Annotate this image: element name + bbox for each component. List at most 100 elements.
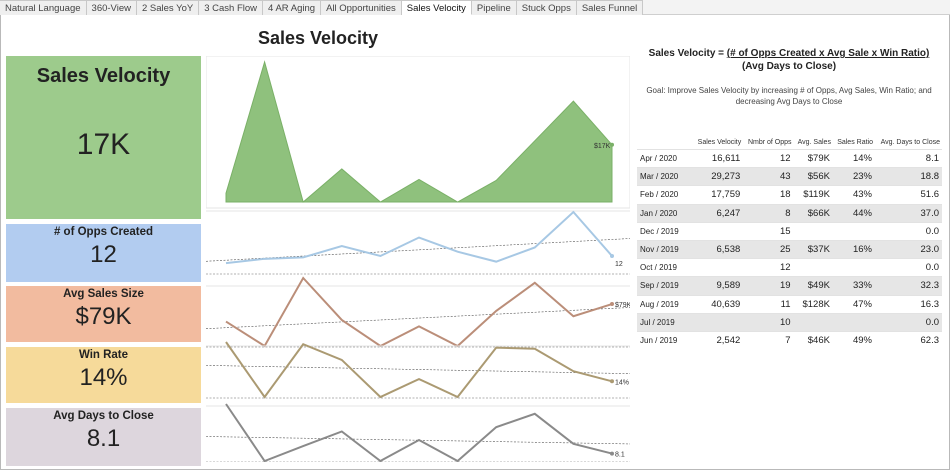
value-cell: 16% [832, 239, 875, 259]
formula-denominator: (Avg Days to Close) [741, 61, 837, 72]
value-cell: 0.0 [874, 221, 942, 241]
value-cell: 16,611 [693, 148, 744, 168]
end-label: 12 [615, 261, 623, 268]
end-point [610, 142, 614, 147]
table-row: Feb / 2020 17,759 18 $119K 43% 51.6 [637, 185, 942, 205]
value-cell: 7 [743, 330, 794, 350]
table-row: Dec / 2019 15 0.0 [637, 221, 942, 241]
month-cell: Jun / 2019 [637, 330, 693, 350]
tab-3-cash-flow[interactable]: 3 Cash Flow [199, 0, 264, 15]
value-cell: 33% [832, 276, 875, 295]
value-cell: 49% [832, 330, 875, 350]
chart-panel-3: 14% [206, 341, 630, 399]
month-cell: Nov / 2019 [637, 239, 693, 259]
value-cell [693, 258, 744, 277]
line-series [225, 403, 613, 462]
value-cell [793, 258, 833, 277]
trend-line [206, 365, 630, 374]
column-header: Sales Velocity [697, 139, 742, 146]
month-cell: Sep / 2019 [637, 276, 693, 295]
kpi-sales-velocity: Sales Velocity 17K [6, 56, 201, 219]
column-header [637, 138, 693, 150]
value-cell: $56K [793, 167, 833, 186]
value-cell: 43 [743, 167, 794, 186]
month-cell: Mar / 2020 [637, 167, 693, 186]
tab-sales-funnel[interactable]: Sales Funnel [576, 0, 644, 15]
end-label: $79K [615, 302, 630, 309]
metrics-table: Sales Velocity Nmbr of Opps Avg. Sales Sale… [637, 138, 942, 350]
kpi-value: 17K [76, 128, 131, 161]
value-cell: $37K [793, 239, 833, 259]
trend-line [206, 436, 630, 445]
chart-panel-2: $79K [206, 276, 630, 348]
kpi-value: 12 [90, 241, 117, 268]
area-series [225, 60, 613, 203]
value-cell: 16.3 [874, 294, 942, 314]
tab-sales-velocity[interactable]: Sales Velocity [401, 0, 472, 15]
month-cell: Aug / 2019 [637, 294, 693, 314]
value-cell [832, 312, 875, 332]
value-cell [793, 221, 833, 241]
value-cell: $119K [793, 185, 833, 205]
column-header: Avg. Days to Close [880, 139, 940, 146]
chart-panel-0: $17K [206, 56, 630, 209]
value-cell [693, 221, 744, 241]
tab-stuck-opps[interactable]: Stuck Opps [516, 0, 577, 15]
kpi-value: 14% [79, 364, 128, 391]
value-cell: 2,542 [693, 330, 744, 350]
value-cell: 62.3 [874, 330, 942, 350]
kpi-label: # of Opps Created [53, 226, 154, 238]
table-row: Jul / 2019 10 0.0 [637, 312, 942, 332]
column-header: Nmbr of Opps [747, 139, 792, 146]
end-point [610, 379, 614, 384]
value-cell: 23.0 [874, 239, 942, 259]
value-cell: 6,538 [693, 239, 744, 259]
value-cell: 43% [832, 185, 875, 205]
column-header: Sales Ratio [837, 139, 873, 146]
value-cell: 11 [743, 294, 794, 314]
goal-text: Goal: Improve Sales Velocity by increasi… [646, 86, 932, 106]
end-point [610, 253, 614, 258]
value-cell: $66K [793, 203, 833, 223]
value-cell: 18.8 [874, 167, 942, 186]
table-row: Aug / 2019 40,639 11 $128K 47% 16.3 [637, 294, 942, 314]
tab-natural-language[interactable]: Natural Language [0, 0, 87, 15]
value-cell: 37.0 [874, 203, 942, 223]
chart-panel-1: 12 [206, 210, 630, 275]
end-label: 8.1 [615, 452, 625, 459]
table-row: Jun / 2019 2,542 7 $46K 49% 62.3 [637, 330, 942, 350]
value-cell: 6,247 [693, 203, 744, 223]
kpi-avg-sales-size: Avg Sales Size $79K [6, 286, 201, 342]
end-label: 14% [615, 379, 629, 386]
chart-border [206, 56, 630, 209]
value-cell: 10 [743, 312, 794, 332]
table-row: Oct / 2019 12 0.0 [637, 258, 942, 277]
kpi-label: Avg Sales Size [63, 288, 144, 300]
formula-prefix: Sales Velocity = [648, 48, 727, 59]
month-cell: Jan / 2020 [637, 203, 693, 223]
column-header: Avg. Sales [797, 139, 831, 146]
kpi-opps-created: # of Opps Created 12 [6, 224, 201, 282]
tab-4-ar-aging[interactable]: 4 AR Aging [263, 0, 322, 15]
table-row: Sep / 2019 9,589 19 $49K 33% 32.3 [637, 276, 942, 295]
tab-360-view[interactable]: 360-View [86, 0, 137, 15]
kpi-win-rate: Win Rate 14% [6, 347, 201, 403]
kpi-label: Win Rate [78, 349, 129, 361]
value-cell: 40,639 [693, 294, 744, 314]
value-cell: 12 [743, 148, 794, 168]
value-cell: 44% [832, 203, 875, 223]
value-cell: 8.1 [874, 148, 942, 168]
value-cell: $46K [793, 330, 833, 350]
kpi-label: Avg Days to Close [53, 410, 154, 422]
velocity-formula: Sales Velocity = (# of Opps Created x Av… [636, 47, 942, 73]
tab-all-opportunities[interactable]: All Opportunities [321, 0, 402, 15]
value-cell: 29,273 [693, 167, 744, 186]
kpi-label: Sales Velocity [36, 65, 171, 87]
kpi-value: $79K [75, 303, 132, 330]
tab-bar: Natural Language 360-View 2 Sales YoY 3 Cas… [0, 0, 950, 15]
tab-pipeline[interactable]: Pipeline [471, 0, 517, 15]
value-cell: 18 [743, 185, 794, 205]
end-point [610, 302, 614, 307]
tab-2-sales-yoy[interactable]: 2 Sales YoY [136, 0, 200, 15]
value-cell [793, 312, 833, 332]
